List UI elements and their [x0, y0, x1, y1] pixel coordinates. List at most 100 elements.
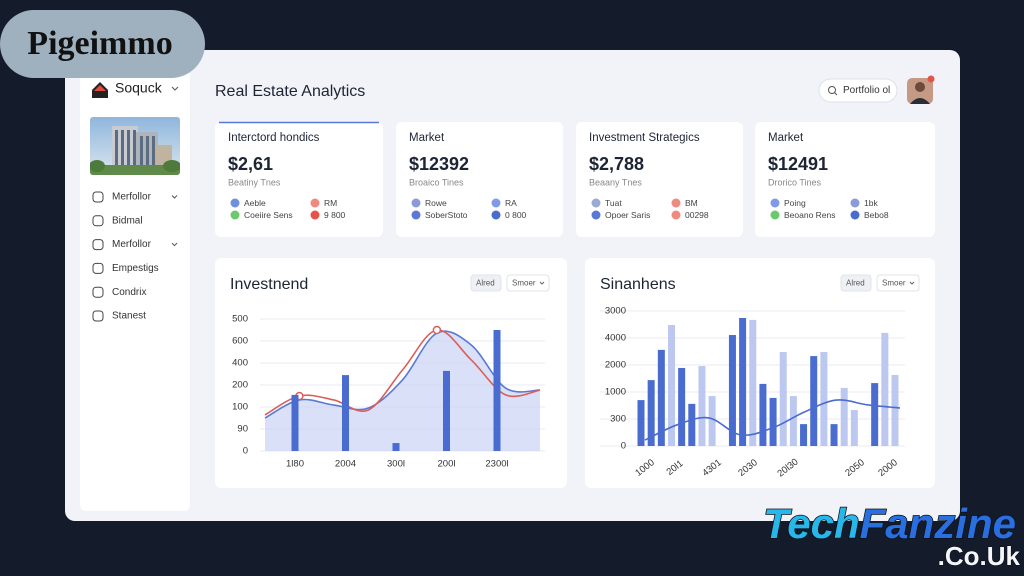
legend-label: BM: [685, 198, 698, 208]
card-title: Interctord hondics: [228, 132, 320, 144]
logo-badge: [0, 10, 205, 78]
bar: [739, 318, 747, 446]
card-subtitle: Beatiny Tnes: [228, 177, 281, 187]
x-tick-label: 2004: [335, 459, 356, 470]
y-tick-label: 2000: [605, 360, 626, 371]
search-icon: [828, 86, 836, 94]
search-icon-handle: [834, 92, 838, 96]
y-tick-label: 500: [232, 314, 248, 325]
bar: [891, 374, 899, 446]
legend-dot: [770, 198, 780, 208]
legend-label: Coeiire Sens: [244, 210, 293, 220]
chart-button[interactable]: [470, 274, 502, 292]
bar: [759, 383, 767, 446]
line: [644, 399, 901, 441]
legend-label: 1bk: [864, 198, 878, 208]
chart-button-label[interactable]: Smoer: [882, 279, 906, 288]
building-image: [90, 117, 180, 175]
legend-dot: [491, 210, 501, 220]
y-tick-label: 300: [610, 414, 626, 425]
bar: [871, 383, 879, 446]
bar: [779, 352, 787, 446]
menu-icon: [92, 191, 104, 203]
bar: [789, 396, 797, 446]
sidebar: [80, 70, 190, 511]
card-subtitle: Beaany Tnes: [589, 177, 642, 187]
card-title: Market: [768, 132, 804, 144]
y-tick-label: 90: [237, 424, 248, 435]
notification-dot: [927, 75, 935, 83]
menu-item[interactable]: Merfollor: [112, 239, 152, 250]
bar: [493, 330, 501, 451]
y-tick-label: 200: [232, 380, 248, 391]
home-roof: [94, 85, 106, 91]
legend-dot: [230, 198, 240, 208]
card-value: $12491: [768, 154, 828, 174]
legend-label: Beoano Rens: [784, 210, 836, 220]
search-text[interactable]: Portfolio ol: [843, 85, 890, 96]
y-tick-label: 4000: [605, 333, 626, 344]
bar: [800, 424, 808, 446]
legend-label: RA: [505, 198, 517, 208]
chart-button[interactable]: [876, 274, 920, 292]
chevron: [171, 242, 178, 247]
bar: [830, 424, 838, 446]
y-tick-label: 1000: [605, 387, 626, 398]
chevron: [171, 86, 179, 91]
chevron: [909, 281, 915, 285]
bar: [637, 400, 645, 446]
legend-label: Poing: [784, 198, 806, 208]
bar: [342, 375, 349, 451]
menu-icon: [92, 215, 104, 227]
card-subtitle: Drorico Tines: [768, 177, 822, 187]
card-title: Market: [409, 132, 445, 144]
card-title: Investment Strategics: [589, 132, 700, 144]
sidebar-brand[interactable]: Soquck: [115, 80, 163, 96]
chevron: [171, 195, 178, 199]
menu-icon: [92, 286, 104, 298]
watermark-domain: .Co.Uk: [938, 541, 1021, 571]
legend-label: 9 800: [324, 210, 346, 220]
menu-icon: [92, 310, 104, 322]
bar: [698, 366, 706, 446]
chart-title: Investnend: [230, 276, 308, 293]
legend-label: Bebo8: [864, 210, 889, 220]
chart-title: Sinanhens: [600, 276, 676, 293]
chart-button[interactable]: [506, 274, 550, 292]
menu-item[interactable]: Condrix: [112, 287, 146, 298]
bar: [881, 332, 889, 446]
legend-dot: [491, 198, 501, 208]
x-tick-label: 1l80: [286, 459, 304, 470]
stat-card: [576, 122, 743, 237]
chart-button-label[interactable]: Smoer: [512, 279, 536, 288]
page-title: Real Estate Analytics: [215, 83, 365, 100]
bar: [688, 403, 696, 446]
bar: [840, 387, 848, 446]
card-subtitle: Broaico Tines: [409, 177, 464, 187]
bar: [678, 367, 686, 446]
menu-item[interactable]: Bidmal: [112, 215, 143, 226]
menu-item[interactable]: Stanest: [112, 311, 146, 322]
card-value: $12392: [409, 154, 469, 174]
logo-text: Pigeimmo: [27, 25, 172, 62]
legend-label: Opoer Saris: [605, 210, 650, 220]
legend-dot: [671, 198, 681, 208]
x-tick-label: 2300l: [485, 459, 508, 470]
bar: [291, 394, 299, 451]
search-box[interactable]: [818, 78, 898, 103]
menu-item[interactable]: Empestigs: [112, 263, 159, 274]
legend-label: RM: [324, 198, 337, 208]
bar: [667, 325, 675, 446]
stat-card: [755, 122, 935, 237]
watermark-brand: TechFanzine: [763, 500, 1016, 547]
watermark-part: Tech: [763, 500, 859, 547]
chart-button-label[interactable]: Alred: [476, 279, 495, 288]
chart-button[interactable]: [840, 274, 872, 292]
chart-button-label[interactable]: Alred: [846, 279, 865, 288]
x-tick-label: 300l: [387, 459, 405, 470]
legend-dot: [411, 210, 421, 220]
legend-dot: [411, 198, 421, 208]
bar: [769, 397, 777, 446]
menu-item[interactable]: Merfollor: [112, 192, 152, 203]
